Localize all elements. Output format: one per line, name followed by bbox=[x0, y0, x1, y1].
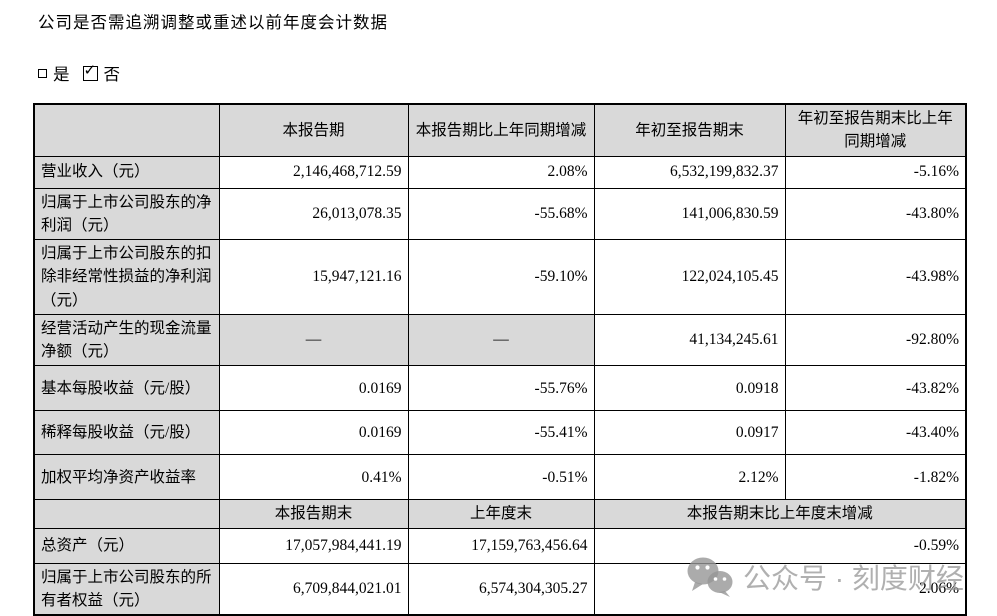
cell-value: 6,532,199,832.37 bbox=[593, 155, 786, 189]
checkbox-yes[interactable] bbox=[38, 68, 47, 78]
cell-value: -43.40% bbox=[784, 410, 967, 456]
row-label: 归属于上市公司股东的扣除非经常性损益的净利润（元） bbox=[33, 239, 220, 315]
cell-value: — bbox=[407, 313, 595, 367]
cell-value: 41,134,245.61 bbox=[593, 313, 786, 367]
column-header-period-end-change: 本报告期末比上年度末增减 bbox=[593, 499, 967, 529]
restatement-choice: 是 ✓ 否 bbox=[38, 61, 121, 85]
financial-summary-table: 本报告期 本报告期比上年同期增减 年初至报告期末 年初至报告期末比上年同期增减 … bbox=[33, 103, 967, 616]
cell-value: 6,709,844,021.01 bbox=[218, 562, 409, 616]
checkbox-yes-label: 是 bbox=[53, 65, 71, 84]
table-row-operating-cash-flow: 经营活动产生的现金流量净额（元） — — 41,134,245.61 -92.8… bbox=[33, 313, 967, 367]
column-header-ytd-yoy-change: 年初至报告期末比上年同期增减 bbox=[784, 103, 967, 157]
row-label: 稀释每股收益（元/股） bbox=[33, 410, 220, 456]
cell-value: 122,024,105.45 bbox=[593, 239, 786, 315]
cell-value: -0.51% bbox=[407, 454, 595, 501]
page-title: 公司是否需追溯调整或重述以前年度会计数据 bbox=[38, 13, 388, 32]
column-header-empty bbox=[33, 103, 220, 157]
cell-value: -43.80% bbox=[784, 187, 967, 240]
cell-value: 0.0169 bbox=[218, 365, 409, 412]
cell-value: 2.08% bbox=[407, 155, 595, 189]
table-row-basic-eps: 基本每股收益（元/股） 0.0169 -55.76% 0.0918 -43.82… bbox=[33, 365, 967, 412]
cell-value: — bbox=[218, 313, 409, 367]
cell-value: 2.06% bbox=[593, 562, 967, 616]
table-row-revenue: 营业收入（元） 2,146,468,712.59 2.08% 6,532,199… bbox=[33, 155, 967, 189]
cell-value: 0.0169 bbox=[218, 410, 409, 456]
row-label: 加权平均净资产收益率 bbox=[33, 454, 220, 501]
column-header-period-end: 本报告期末 bbox=[218, 499, 409, 529]
table-row-owners-equity: 归属于上市公司股东的所有者权益（元） 6,709,844,021.01 6,57… bbox=[33, 562, 967, 616]
column-header-current-period: 本报告期 bbox=[218, 103, 409, 157]
row-label: 归属于上市公司股东的所有者权益（元） bbox=[33, 562, 220, 616]
column-header-prior-year-end: 上年度末 bbox=[407, 499, 595, 529]
row-label: 营业收入（元） bbox=[33, 155, 220, 189]
cell-value: -0.59% bbox=[593, 527, 967, 564]
column-header-yoy-change: 本报告期比上年同期增减 bbox=[407, 103, 595, 157]
row-label: 总资产（元） bbox=[33, 527, 220, 564]
cell-value: 141,006,830.59 bbox=[593, 187, 786, 240]
cell-value: -55.41% bbox=[407, 410, 595, 456]
column-header-ytd: 年初至报告期末 bbox=[593, 103, 786, 157]
row-label: 归属于上市公司股东的净利润（元） bbox=[33, 187, 220, 240]
check-icon: ✓ bbox=[83, 60, 98, 79]
table-row-net-profit-excl-nonrecurring: 归属于上市公司股东的扣除非经常性损益的净利润（元） 15,947,121.16 … bbox=[33, 239, 967, 315]
table-header-row: 本报告期 本报告期比上年同期增减 年初至报告期末 年初至报告期末比上年同期增减 bbox=[33, 103, 967, 157]
table-subheader-row: 本报告期末 上年度末 本报告期末比上年度末增减 bbox=[33, 499, 967, 529]
cell-value: 2,146,468,712.59 bbox=[218, 155, 409, 189]
cell-value: -5.16% bbox=[784, 155, 967, 189]
cell-value: -55.68% bbox=[407, 187, 595, 240]
cell-value: -1.82% bbox=[784, 454, 967, 501]
cell-value: 2.12% bbox=[593, 454, 786, 501]
row-label: 经营活动产生的现金流量净额（元） bbox=[33, 313, 220, 367]
cell-value: 17,159,763,456.64 bbox=[407, 527, 595, 564]
cell-value: 17,057,984,441.19 bbox=[218, 527, 409, 564]
cell-value: 6,574,304,305.27 bbox=[407, 562, 595, 616]
table-row-weighted-avg-roe: 加权平均净资产收益率 0.41% -0.51% 2.12% -1.82% bbox=[33, 454, 967, 501]
cell-value: -59.10% bbox=[407, 239, 595, 315]
cell-value: -43.82% bbox=[784, 365, 967, 412]
cell-value: -92.80% bbox=[784, 313, 967, 367]
table-row-diluted-eps: 稀释每股收益（元/股） 0.0169 -55.41% 0.0917 -43.40… bbox=[33, 410, 967, 456]
table-row-total-assets: 总资产（元） 17,057,984,441.19 17,159,763,456.… bbox=[33, 527, 967, 564]
row-label: 基本每股收益（元/股） bbox=[33, 365, 220, 412]
cell-value: 26,013,078.35 bbox=[218, 187, 409, 240]
checkbox-no[interactable]: ✓ bbox=[82, 60, 98, 81]
cell-value: 15,947,121.16 bbox=[218, 239, 409, 315]
table-row-net-profit: 归属于上市公司股东的净利润（元） 26,013,078.35 -55.68% 1… bbox=[33, 187, 967, 240]
cell-value: 0.0917 bbox=[593, 410, 786, 456]
cell-value: -43.98% bbox=[784, 239, 967, 315]
checkbox-no-label: 否 bbox=[103, 65, 121, 84]
cell-value: -55.76% bbox=[407, 365, 595, 412]
cell-value: 0.0918 bbox=[593, 365, 786, 412]
cell-value: 0.41% bbox=[218, 454, 409, 501]
column-header-empty bbox=[33, 499, 220, 529]
